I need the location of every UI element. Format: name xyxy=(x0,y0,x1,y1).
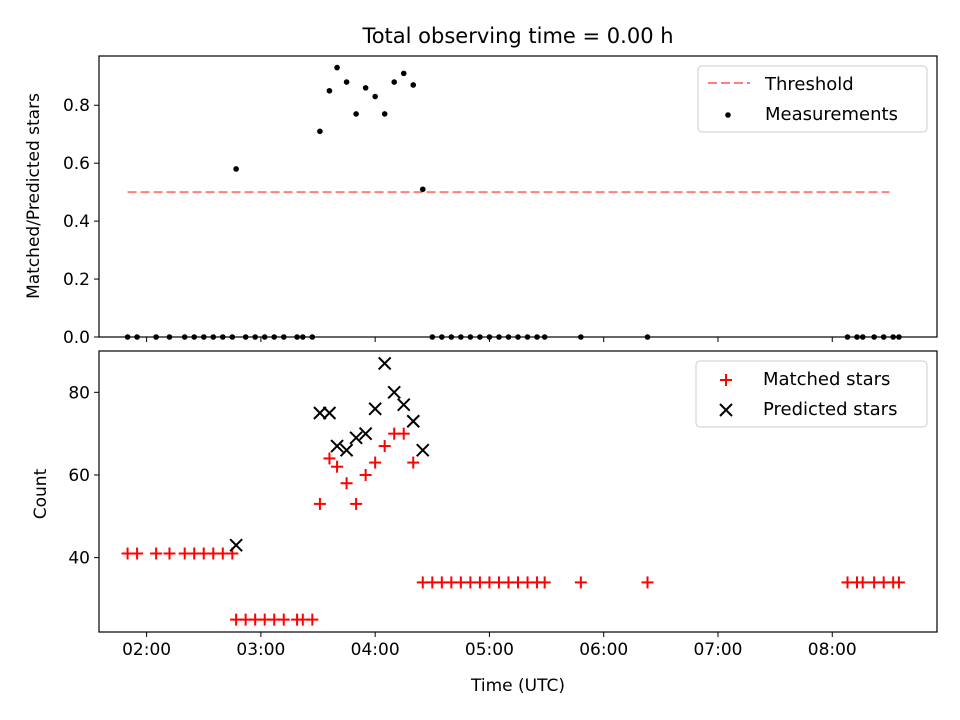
matched-star-point xyxy=(163,547,176,560)
matched-star-point xyxy=(856,576,869,589)
matched-star-point xyxy=(397,427,410,440)
top-y-ticks: 0.0 0.2 0.4 0.6 0.8 xyxy=(63,96,99,348)
top-plot-area xyxy=(124,64,902,340)
predicted-star-point xyxy=(397,398,411,412)
y-tick-label: 0.6 xyxy=(63,154,90,174)
predicted-star-point xyxy=(322,406,337,420)
matched-star-point xyxy=(892,576,905,589)
x-tick-label: 02:00 xyxy=(122,640,171,660)
predicted-star-point xyxy=(349,431,363,445)
measurement-point xyxy=(362,85,369,91)
matched-star-point xyxy=(323,452,336,465)
predicted-star-point xyxy=(330,439,344,453)
matched-star-point xyxy=(378,440,391,453)
bottom-plot-area xyxy=(121,356,905,626)
matched-star-point xyxy=(350,497,363,510)
matched-star-point xyxy=(340,477,353,490)
legend-matched-swatch xyxy=(720,374,732,386)
matched-star-point xyxy=(313,497,326,510)
measurement-point xyxy=(372,93,378,100)
predicted-star-point xyxy=(229,538,243,552)
top-y-axis-label: Matched/Predicted stars xyxy=(24,93,44,299)
x-tick-label: 08:00 xyxy=(808,640,857,660)
measurement-point xyxy=(233,166,239,172)
predicted-star-point xyxy=(358,426,373,441)
predicted-star-point xyxy=(416,443,430,457)
measurement-point xyxy=(410,82,417,88)
measurement-point xyxy=(317,128,323,135)
top-x-ticks xyxy=(146,337,833,342)
predicted-star-point xyxy=(387,385,401,400)
matched-star-point xyxy=(359,468,372,481)
measurement-point xyxy=(353,111,359,117)
matched-star-point xyxy=(331,460,344,473)
y-tick-label: 0.8 xyxy=(63,96,90,116)
matched-star-point xyxy=(150,547,163,560)
matched-star-point xyxy=(407,456,420,469)
figure-title: Total observing time = 0.00 h xyxy=(361,24,673,48)
predicted-star-point xyxy=(339,443,354,457)
bottom-panel: 40 60 80 02:00 03:00 04:00 05:00 06:00 07:00 08:… xyxy=(31,350,938,696)
y-tick-label: 0.4 xyxy=(63,212,90,232)
matched-star-point xyxy=(641,576,654,589)
matched-star-point xyxy=(574,576,587,589)
y-tick-label: 0.2 xyxy=(63,270,90,290)
x-tick-label: 03:00 xyxy=(236,640,285,660)
bottom-y-ticks: 40 60 80 xyxy=(68,383,99,569)
legend-matched-label: Matched stars xyxy=(763,369,890,390)
x-tick-label: 07:00 xyxy=(693,640,742,660)
predicted-star-point xyxy=(313,406,327,420)
bottom-x-ticks: 02:00 03:00 04:00 05:00 06:00 07:00 08:00 xyxy=(122,632,857,660)
x-axis-label: Time (UTC) xyxy=(470,676,565,696)
legend-predicted-label: Predicted stars xyxy=(763,399,897,420)
legend-measurements-swatch xyxy=(725,112,731,118)
y-tick-label: 60 xyxy=(68,466,90,486)
measurement-point xyxy=(391,79,398,85)
y-tick-label: 40 xyxy=(68,549,90,569)
matched-star-point xyxy=(131,547,144,560)
predicted-star-point xyxy=(368,402,382,416)
y-tick-label: 80 xyxy=(68,383,90,403)
bottom-legend: Matched stars Predicted stars xyxy=(695,360,928,428)
legend-threshold-label: Threshold xyxy=(764,74,854,95)
top-legend-box xyxy=(697,65,928,133)
measurement-point xyxy=(419,186,426,193)
top-legend: Threshold Measurements xyxy=(697,65,928,133)
x-tick-label: 05:00 xyxy=(465,640,514,660)
bottom-axes-frame xyxy=(98,350,938,633)
predicted-star-point xyxy=(406,414,420,428)
matched-star-point xyxy=(369,456,382,469)
bottom-y-axis-label: Count xyxy=(31,468,51,519)
measurement-point xyxy=(400,70,407,77)
top-panel: 0.00.20.40.60.8 Matched/Predicted stars … xyxy=(24,55,938,348)
matched-star-point xyxy=(277,613,290,626)
legend-measurements-label: Measurements xyxy=(765,104,898,125)
matched-star-point xyxy=(538,576,551,589)
x-tick-label: 06:00 xyxy=(579,640,628,660)
measurement-point xyxy=(343,79,350,85)
y-tick-label: 0.0 xyxy=(63,328,90,348)
legend-predicted-swatch xyxy=(719,403,733,417)
top-axes-frame xyxy=(98,55,938,338)
measurement-point xyxy=(334,64,340,71)
bottom-legend-box xyxy=(695,360,928,428)
predicted-star-point xyxy=(377,356,392,371)
matched-star-point xyxy=(306,613,319,626)
measurement-point xyxy=(381,111,388,117)
x-tick-label: 04:00 xyxy=(351,640,400,660)
measurement-point xyxy=(326,87,333,94)
